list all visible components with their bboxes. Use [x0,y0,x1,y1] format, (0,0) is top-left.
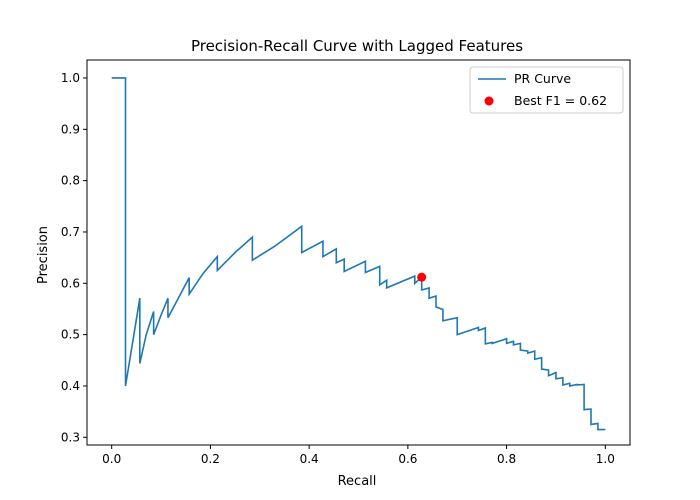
x-tick-label: 0.6 [398,452,417,466]
y-axis-title: Precision [36,226,51,284]
y-tick-label: 0.7 [61,225,80,239]
y-tick-label: 0.6 [61,276,80,290]
y-tick-label: 1.0 [61,71,80,85]
plot-frame [86,59,631,446]
axis-ticks: 0.0 0.2 0.4 0.6 0.8 1.0 0.3 0.4 0.5 0.6 0.7 0.8 0.9 1… [61,71,615,466]
x-tick-label: 0.8 [497,452,516,466]
x-axis-title: Recall [338,474,377,489]
legend-box [469,66,624,114]
y-tick-label: 0.9 [61,122,80,136]
legend-label-pr-curve: PR Curve [514,71,571,86]
legend: PR Curve Best F1 = 0.62 [469,66,624,114]
y-tick-label: 0.4 [61,379,80,393]
x-tick-label: 0.4 [300,452,319,466]
y-tick-label: 0.8 [61,174,80,188]
legend-point-swatch [484,96,494,106]
plot-area [111,77,606,431]
y-tick-label: 0.5 [61,328,80,342]
x-tick-label: 0.0 [102,452,121,466]
legend-label-best-f1: Best F1 = 0.62 [514,93,607,108]
chart-title: Precision-Recall Curve with Lagged Featu… [191,37,523,55]
y-tick-label: 0.3 [61,430,80,444]
best-f1-point [417,272,427,282]
x-tick-label: 0.2 [201,452,220,466]
x-tick-label: 1.0 [596,452,615,466]
pr-curve-line [111,77,606,431]
